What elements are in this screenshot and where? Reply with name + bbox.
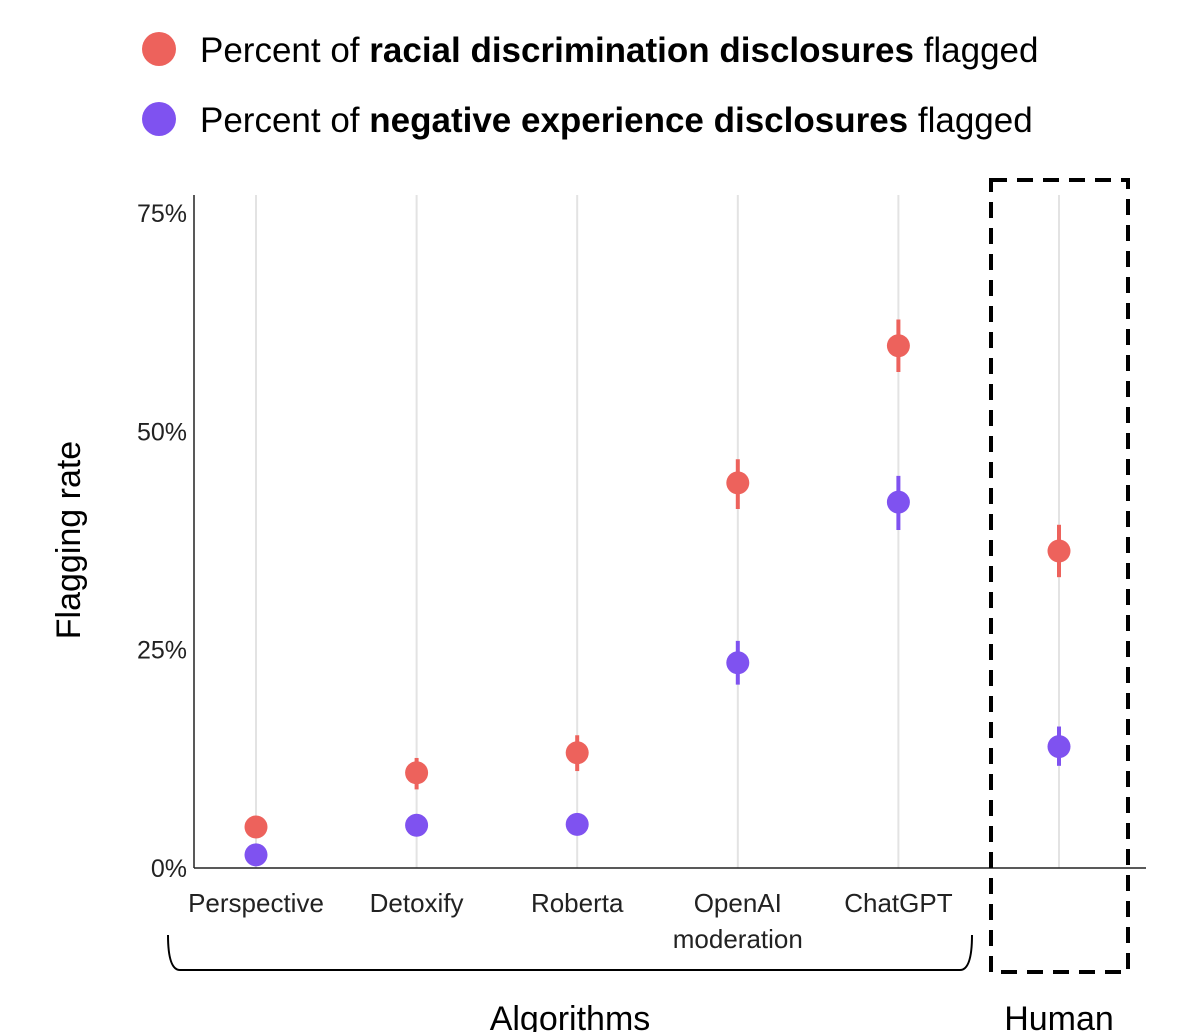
legend-label-pre: Percent of bbox=[200, 31, 369, 70]
x-tick-label: Detoxify bbox=[370, 888, 464, 918]
legend-label: Percent of negative experience disclosur… bbox=[200, 101, 1033, 140]
x-tick-label: Perspective bbox=[188, 888, 324, 918]
x-tick-label: OpenAI bbox=[694, 888, 782, 918]
data-point bbox=[1047, 539, 1071, 563]
y-tick-label: 50% bbox=[137, 418, 187, 446]
legend-label-bold: negative experience disclosures bbox=[369, 101, 908, 140]
data-point bbox=[244, 843, 268, 867]
human-highlight-box bbox=[989, 178, 1130, 974]
y-tick-label: 25% bbox=[137, 637, 187, 665]
data-point bbox=[726, 471, 750, 495]
grid bbox=[255, 195, 1060, 868]
legend-marker bbox=[142, 102, 176, 136]
x-tick-label: ChatGPT bbox=[844, 888, 952, 918]
y-tick-label: 75% bbox=[137, 200, 187, 228]
x-tick-label: Roberta bbox=[531, 888, 624, 918]
data-point bbox=[565, 812, 589, 836]
data-point bbox=[886, 334, 910, 358]
legend-label-bold: racial discrimination disclosures bbox=[369, 31, 914, 70]
data-point bbox=[565, 741, 589, 765]
data-point bbox=[886, 490, 910, 514]
x-tick-label: moderation bbox=[673, 924, 803, 954]
marks bbox=[244, 319, 1071, 867]
legend-label: Percent of racial discrimination disclos… bbox=[200, 31, 1038, 70]
legend-label-pre: Percent of bbox=[200, 101, 369, 140]
y-ticks: 0% 25% 50% 75% bbox=[137, 200, 187, 883]
data-point bbox=[405, 761, 429, 785]
data-point bbox=[244, 815, 268, 839]
algorithms-bracket bbox=[167, 934, 973, 971]
legend-label-post: flagged bbox=[914, 31, 1039, 70]
data-point bbox=[405, 813, 429, 837]
legend-marker bbox=[142, 32, 176, 66]
y-axis-label: Flagging rate bbox=[50, 441, 88, 639]
group-label-algorithms: Algorithms bbox=[490, 1000, 651, 1032]
y-tick-label: 0% bbox=[151, 855, 187, 883]
data-point bbox=[726, 651, 750, 675]
data-point bbox=[1047, 735, 1071, 759]
x-ticks: Perspective Detoxify Roberta OpenAI moderati… bbox=[188, 888, 953, 954]
group-label-human: Human bbox=[1004, 1000, 1114, 1032]
legend-label-post: flagged bbox=[908, 101, 1033, 140]
legend: Percent of racial discrimination disclos… bbox=[142, 31, 1038, 140]
